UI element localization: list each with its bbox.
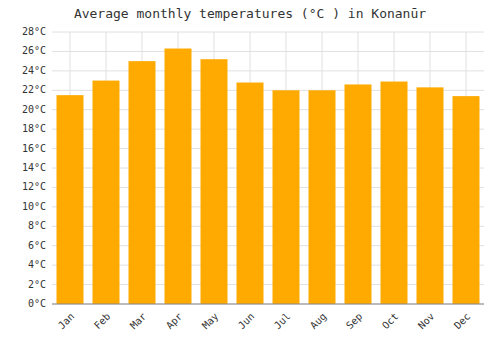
title: Average monthly temperatures (°C ) in Ko… xyxy=(74,6,426,21)
x-tick-label: Apr xyxy=(164,311,185,332)
bar xyxy=(93,81,120,304)
y-tick-label: 16°C xyxy=(22,143,46,154)
y-tick-label: 28°C xyxy=(22,26,46,37)
grid xyxy=(52,32,484,304)
x-tick-label: Jun xyxy=(236,311,257,332)
y-tick-label: 26°C xyxy=(22,45,46,56)
y-tick-label: 22°C xyxy=(22,84,46,95)
x-tick-label: Aug xyxy=(308,311,329,332)
x-tick-label: Nov xyxy=(416,311,437,332)
y-tick-label: 10°C xyxy=(22,201,46,212)
x-tick-label: Jul xyxy=(272,311,293,332)
x-tick-label: Feb xyxy=(92,311,113,332)
x-tick-label: Mar xyxy=(128,311,149,332)
y-tick-label: 18°C xyxy=(22,123,46,134)
grid-line xyxy=(52,51,484,52)
x-tick-label: Jan xyxy=(56,311,77,332)
y-tick-label: 4°C xyxy=(28,259,46,270)
x-tick-label: Sep xyxy=(344,311,365,332)
bar xyxy=(417,87,444,304)
bar xyxy=(129,61,156,304)
bars xyxy=(57,49,480,304)
y-tick-label: 8°C xyxy=(28,220,46,231)
chart: 0°C 2°C 4°C 6°C 8°C 10°C 12°C 14°C 16°C 18°C 20°C 2… xyxy=(0,0,500,350)
y-tick-label: 2°C xyxy=(28,279,46,290)
grid-line xyxy=(52,32,484,33)
bar xyxy=(201,59,228,304)
bar xyxy=(381,82,408,304)
y-tick-label: 20°C xyxy=(22,104,46,115)
y-tick-label: 12°C xyxy=(22,181,46,192)
y-tick-label: 6°C xyxy=(28,240,46,251)
x-tick-label: Dec xyxy=(452,311,473,332)
x-tick-label: Oct xyxy=(380,311,401,332)
bar xyxy=(57,95,84,304)
y-tick-label: 24°C xyxy=(22,65,46,76)
bar xyxy=(345,84,372,304)
bar xyxy=(237,83,264,304)
grid-line xyxy=(52,70,484,71)
bar xyxy=(273,90,300,304)
x-tick-label: May xyxy=(200,311,221,332)
x-axis-line xyxy=(52,304,484,305)
bar xyxy=(453,96,480,304)
y-tick-label: 14°C xyxy=(22,162,46,173)
bar xyxy=(309,90,336,304)
bar xyxy=(165,49,192,304)
grid-line xyxy=(52,304,484,305)
y-tick-label: 0°C xyxy=(28,298,46,309)
